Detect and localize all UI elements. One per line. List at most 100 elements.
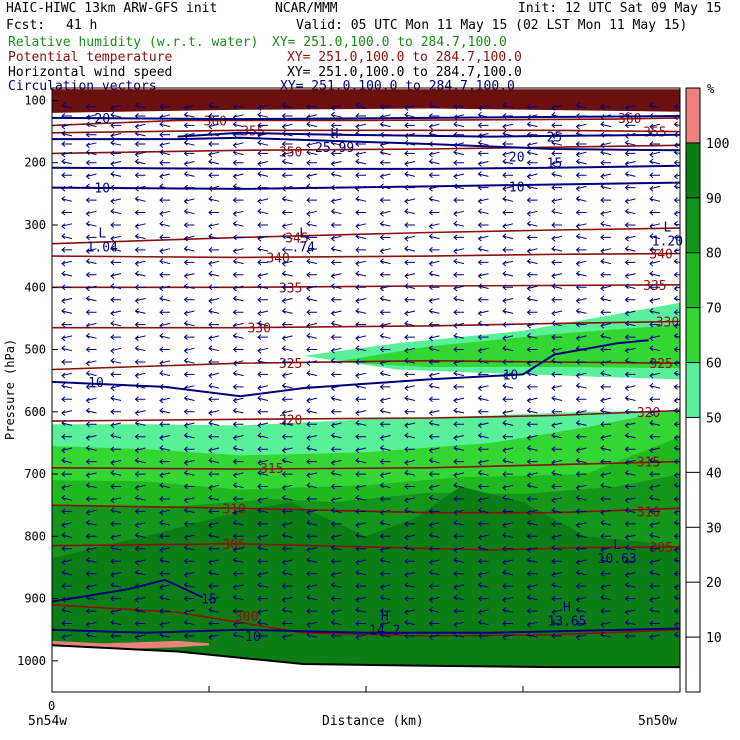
vector-arrow	[404, 105, 416, 111]
vector-arrow	[355, 113, 366, 119]
vector-arrow	[330, 347, 342, 354]
vector-arrow	[281, 634, 293, 641]
vector-arrow	[85, 631, 97, 638]
vector-arrow	[428, 471, 440, 477]
vector-arrow	[502, 335, 514, 342]
vector-arrow	[208, 308, 220, 314]
vector-arrow	[232, 159, 244, 166]
vector-arrow	[110, 283, 122, 289]
vector-arrow	[502, 569, 514, 576]
vector-arrow	[134, 223, 146, 230]
vector-arrow	[600, 309, 611, 316]
vector-arrow	[502, 583, 513, 589]
vector-arrow	[502, 298, 514, 304]
vector-arrow	[477, 497, 489, 504]
vector-arrow	[61, 359, 72, 365]
vector-arrow	[257, 422, 269, 429]
vector-arrow	[355, 196, 367, 202]
vector-arrow	[281, 247, 293, 253]
vector-arrow	[330, 544, 342, 551]
model-title: HAIC-HIWC 13km ARW-GFS init	[6, 1, 218, 16]
vector-arrow	[232, 435, 244, 441]
vector-arrow	[575, 113, 587, 119]
vector-arrow	[183, 483, 195, 490]
vector-arrow	[477, 619, 489, 626]
vector-arrow	[232, 519, 244, 526]
theta-contour-325	[52, 359, 680, 371]
vector-arrow	[624, 582, 636, 588]
wind-label-10-4: 10	[94, 182, 110, 197]
vector-arrow	[134, 532, 146, 538]
vector-arrow	[502, 113, 513, 119]
vector-arrow	[232, 509, 244, 516]
vector-arrow	[502, 308, 514, 314]
vector-arrow	[477, 459, 489, 466]
vector-arrow	[159, 621, 171, 628]
vector-arrow	[453, 533, 464, 540]
x-right-label: 5n50w	[638, 714, 677, 729]
vector-arrow	[110, 320, 122, 327]
vector-arrow	[159, 210, 171, 217]
vector-arrow	[477, 273, 489, 279]
vector-arrow	[61, 532, 73, 538]
vector-arrow	[379, 472, 391, 479]
vector-arrow	[330, 558, 342, 565]
vector-arrow	[575, 185, 587, 192]
vector-arrow	[257, 310, 269, 317]
field-wind-xy: XY= 251.0,100.0 to 284.7,100.0	[287, 65, 522, 80]
vector-arrow	[134, 494, 146, 501]
vector-arrow	[526, 142, 538, 149]
vector-arrow	[379, 271, 391, 278]
vector-arrow	[281, 545, 293, 552]
vector-arrow	[600, 570, 611, 577]
vector-arrow	[526, 346, 538, 353]
vector-arrow	[61, 141, 72, 147]
x-tick-zero: 0	[48, 699, 55, 713]
vector-arrow	[404, 320, 416, 327]
vector-arrow	[624, 609, 636, 616]
vector-arrow	[575, 396, 587, 403]
vector-arrow	[110, 619, 122, 626]
vector-arrow	[85, 271, 97, 278]
vector-arrow	[85, 421, 97, 428]
vector-arrow	[306, 309, 317, 316]
vector-arrow	[477, 283, 489, 289]
extremum-value-4: 10.63	[598, 552, 637, 567]
vector-arrow	[477, 133, 489, 139]
vector-arrow	[649, 447, 661, 454]
extremum-value-2: .74	[291, 241, 315, 256]
vector-arrow	[526, 183, 538, 190]
vector-arrow	[85, 547, 97, 553]
vector-arrow	[110, 222, 121, 228]
vector-arrow	[551, 222, 562, 228]
vector-arrow	[551, 208, 563, 215]
vector-arrow	[379, 149, 391, 156]
vector-arrow	[159, 557, 171, 563]
vector-arrow	[183, 139, 195, 146]
vector-arrow	[208, 335, 220, 342]
colorbar-label-100: 100	[706, 137, 729, 152]
vector-arrow	[477, 320, 489, 327]
vector-arrow	[526, 149, 538, 156]
vector-arrow	[330, 171, 342, 177]
vector-arrow	[526, 103, 538, 110]
vector-arrow	[428, 158, 440, 165]
vector-arrow	[330, 198, 342, 205]
vector-arrow	[61, 308, 73, 314]
vector-arrow	[575, 345, 587, 352]
vector-arrow	[649, 634, 661, 641]
vector-arrow	[61, 484, 73, 491]
vector-arrow	[477, 422, 489, 429]
theta-label-315-b: 315	[637, 456, 660, 471]
theta-label-340: 340	[266, 251, 289, 266]
vector-arrow	[649, 559, 661, 566]
vector-arrow	[306, 519, 318, 526]
vector-arrow	[551, 184, 562, 191]
vector-arrow	[208, 260, 220, 267]
vector-arrow	[306, 584, 318, 591]
vector-arrow	[85, 594, 97, 601]
x-left-label: 5n54w	[28, 714, 67, 729]
vector-arrow	[600, 519, 612, 526]
vector-arrow	[551, 310, 563, 317]
vector-arrow	[61, 233, 73, 240]
